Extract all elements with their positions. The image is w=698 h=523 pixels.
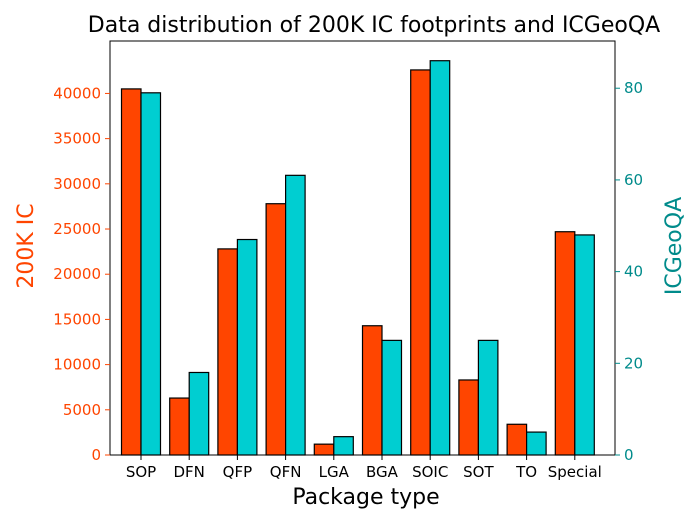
- bar-icgeoqa-soic: [429, 60, 451, 456]
- plot-frame: [109, 40, 616, 456]
- left-tick-label: 0: [91, 446, 101, 464]
- bar-icgeoqa-lga: [333, 436, 354, 456]
- bar-200k-ic-soic: [410, 69, 431, 456]
- x-tick-label-dfn: DFN: [173, 463, 204, 481]
- bar-200k-ic-lga: [313, 443, 335, 456]
- left-tick-label: 35000: [53, 130, 101, 148]
- left-y-axis-label: 200K IC: [14, 203, 39, 288]
- x-tick-label-sot: SOT: [463, 463, 494, 481]
- bar-200k-ic-sot: [458, 379, 479, 456]
- bar-200k-ic-dfn: [169, 397, 190, 456]
- bar-200k-ic-to: [506, 423, 528, 456]
- left-tick-label: 30000: [53, 175, 101, 193]
- bar-200k-ic-special: [554, 231, 576, 456]
- left-tick-label: 20000: [53, 265, 101, 283]
- right-tick-label: 0: [624, 446, 634, 464]
- right-tick-label: 80: [624, 79, 643, 97]
- bar-200k-ic-bga: [361, 325, 383, 456]
- bar-icgeoqa-special: [574, 234, 595, 456]
- bar-200k-ic-qfn: [265, 203, 287, 456]
- right-y-axis: 0 20 40 60 80: [615, 79, 643, 464]
- right-tick-label: 40: [624, 263, 643, 281]
- x-tick-label-lga: LGA: [319, 463, 350, 481]
- bar-200k-ic-qfp: [217, 248, 238, 456]
- x-tick-label-qfp: QFP: [223, 463, 252, 481]
- x-tick-label-qfn: QFN: [270, 463, 302, 481]
- bar-icgeoqa-to: [525, 431, 547, 456]
- x-axis-label: Package type: [292, 485, 439, 510]
- left-y-axis: 0 5000 10000 15000 20000 25000 30000 35000 40000: [53, 84, 110, 464]
- left-tick-label: 15000: [53, 310, 101, 328]
- x-tick-label-soic: SOIC: [412, 463, 448, 481]
- bar-layer: [120, 60, 595, 456]
- x-tick-label-to: TO: [515, 463, 537, 481]
- bar-icgeoqa-bga: [381, 339, 403, 456]
- right-tick-label: 60: [624, 171, 643, 189]
- x-tick-label-bga: BGA: [366, 463, 399, 481]
- right-y-axis-label: ICGeoQA: [662, 197, 687, 295]
- bar-icgeoqa-sot: [477, 339, 499, 456]
- right-tick-label: 20: [624, 354, 643, 372]
- left-tick-label: 10000: [53, 356, 101, 374]
- bar-icgeoqa-sop: [140, 92, 162, 456]
- left-tick-label: 25000: [53, 220, 101, 238]
- bar-icgeoqa-dfn: [188, 371, 210, 456]
- left-tick-label: 5000: [63, 401, 101, 419]
- chart-title: Data distribution of 200K IC footprints …: [88, 13, 660, 38]
- bar-200k-ic-sop: [120, 88, 142, 456]
- x-tick-label-special: Special: [548, 463, 602, 481]
- x-axis: SOP DFN QFP QFN LGA BGA SOIC SOT TO Special: [126, 455, 602, 481]
- bar-icgeoqa-qfn: [285, 174, 306, 456]
- x-tick-label-sop: SOP: [126, 463, 156, 481]
- bar-icgeoqa-qfp: [236, 238, 258, 456]
- left-tick-label: 40000: [53, 84, 101, 102]
